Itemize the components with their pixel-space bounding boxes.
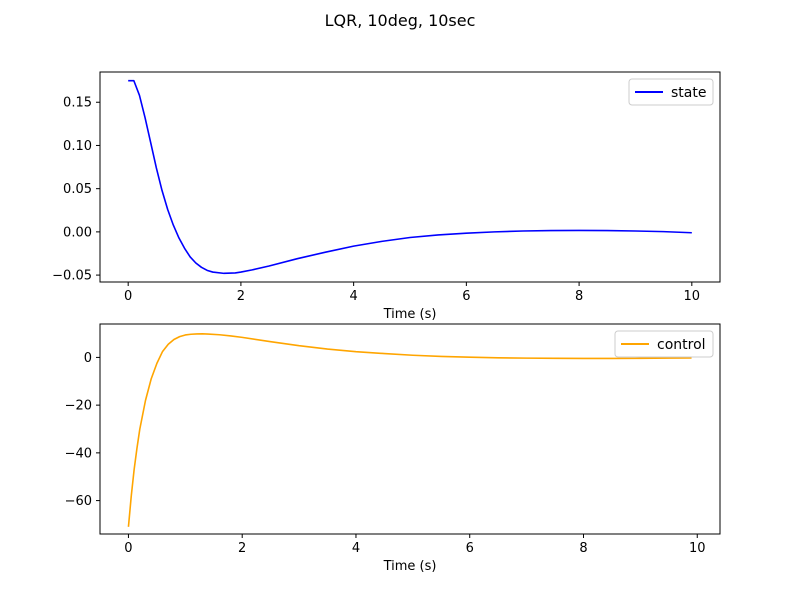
x-tick-label: 4 — [349, 289, 357, 304]
x-tick-label: 2 — [237, 289, 245, 304]
plot-frame — [99, 71, 721, 283]
y-tick-label: 0.00 — [63, 225, 92, 240]
x-tick-label: 6 — [466, 541, 474, 556]
y-tick-label: 0.05 — [63, 182, 92, 197]
x-tick-label: 0 — [124, 289, 132, 304]
plot-frame — [99, 323, 721, 535]
y-tick-label: −40 — [65, 446, 92, 461]
y-tick-label: 0.10 — [63, 139, 92, 154]
x-axis-label: Time (s) — [383, 559, 437, 574]
x-tick-label: 0 — [124, 541, 132, 556]
legend-box — [614, 330, 714, 358]
legend-label-state: state — [671, 85, 706, 101]
x-tick-label: 8 — [575, 289, 583, 304]
x-tick-label: 8 — [579, 541, 587, 556]
x-tick-label: 6 — [462, 289, 470, 304]
series-line-control — [127, 332, 692, 527]
x-tick-label: 2 — [238, 541, 246, 556]
y-tick-label: −20 — [65, 399, 92, 414]
x-tick-label: 10 — [684, 289, 701, 304]
plot-state: 0 2 4 6 8 10 0.15 0.10 0.05 0.00 −0.05 Time (s) stat… — [52, 71, 721, 322]
series-line-state — [128, 79, 692, 275]
x-tick-label: 4 — [352, 541, 360, 556]
figure-title: LQR, 10deg, 10sec — [325, 11, 476, 30]
y-tick-label: 0 — [84, 351, 92, 366]
y-tick-label: −60 — [65, 494, 92, 509]
x-tick-label: 10 — [689, 541, 706, 556]
x-axis-label: Time (s) — [383, 307, 437, 322]
legend-box — [628, 78, 714, 106]
legend-label-control: control — [657, 337, 706, 353]
y-tick-label: 0.15 — [63, 96, 92, 111]
plot-control: 0 2 4 6 8 10 0 −20 −40 −60 Time (s) control — [65, 323, 721, 574]
y-tick-label: −0.05 — [52, 269, 92, 284]
